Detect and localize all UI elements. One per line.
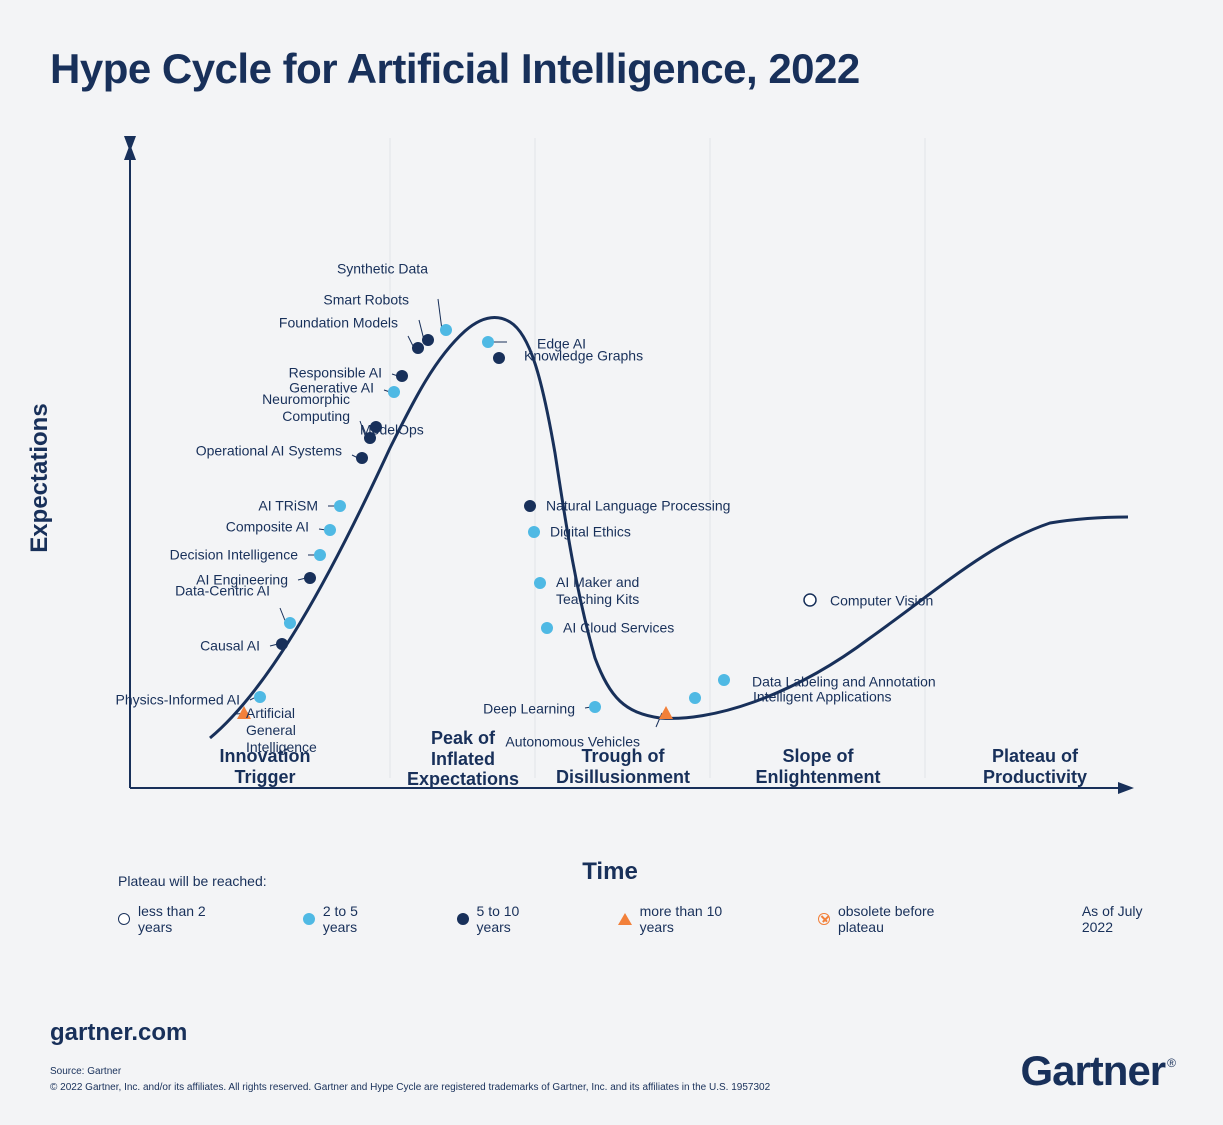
legend-marker-dark [457,913,469,925]
technology-label: Foundation Models [279,315,406,332]
legend-marker-obsolete [818,913,829,925]
legend-label: 2 to 5 years [323,903,392,935]
footer: gartner.com Source: Gartner © 2022 Gartn… [50,1019,1173,1095]
technology-label: Computer Vision [830,593,933,610]
technology-label: Knowledge Graphs [524,348,643,365]
legend-item: less than 2 years [118,903,238,935]
technology-label: AI Engineering [196,572,296,589]
phase-label: Plateau ofProductivity [935,746,1135,787]
technology-label: AI TRiSM [258,498,326,515]
technology-label: ModelOps [360,422,424,439]
legend-item: obsolete before plateau [818,903,976,935]
technology-label: Responsible AI [289,365,390,382]
technology-label: Decision Intelligence [170,547,306,564]
chart-svg [70,118,1150,838]
gartner-logo: Gartner® [1020,1047,1173,1095]
technology-label: Composite AI [226,519,317,536]
technology-label: Smart Robots [323,292,417,309]
technology-label: Data Labeling and Annotation [752,674,936,691]
technology-label: Causal AI [200,638,268,655]
hype-cycle-chart: Expectations Time InnovationTriggerPeak … [70,118,1150,838]
technology-label: Digital Ethics [550,524,631,541]
technology-label: Deep Learning [483,701,583,718]
legend-marker-light [303,913,315,925]
as-of-date: As of July 2022 [1082,903,1173,935]
technology-label: AI Maker andTeaching Kits [556,574,676,608]
technology-label: ArtificialGeneralIntelligence [246,705,366,755]
phase-label: Trough ofDisillusionment [523,746,723,787]
copyright: © 2022 Gartner, Inc. and/or its affiliat… [50,1081,1173,1095]
legend-item: 5 to 10 years [457,903,553,935]
legend-label: obsolete before plateau [838,903,977,935]
x-axis-label: Time [582,858,638,886]
legend-marker-white [118,913,130,925]
chart-title: Hype Cycle for Artificial Intelligence, … [50,45,1173,93]
technology-label: Intelligent Applications [753,689,892,706]
y-axis-label: Expectations [26,403,54,552]
phase-label: Slope ofEnlightenment [718,746,918,787]
legend-label: less than 2 years [138,903,238,935]
technology-label: Natural Language Processing [546,498,730,515]
gartner-url: gartner.com [50,1019,1173,1047]
legend-item: 2 to 5 years [303,903,392,935]
legend-title: Plateau will be reached: [118,873,1173,889]
technology-label: Synthetic Data [337,261,436,278]
source-line: Source: Gartner [50,1065,1173,1079]
technology-label: AI Cloud Services [563,620,674,637]
legend-item: more than 10 years [618,903,754,935]
technology-label: Generative AI [289,380,382,397]
legend: Plateau will be reached: less than 2 yea… [118,873,1173,935]
technology-label: Autonomous Vehicles [505,734,648,751]
technology-label: Physics-Informed AI [116,692,249,709]
technology-label: Operational AI Systems [196,443,350,460]
legend-marker-triangle [618,913,632,925]
legend-label: more than 10 years [640,903,754,935]
legend-label: 5 to 10 years [477,903,553,935]
